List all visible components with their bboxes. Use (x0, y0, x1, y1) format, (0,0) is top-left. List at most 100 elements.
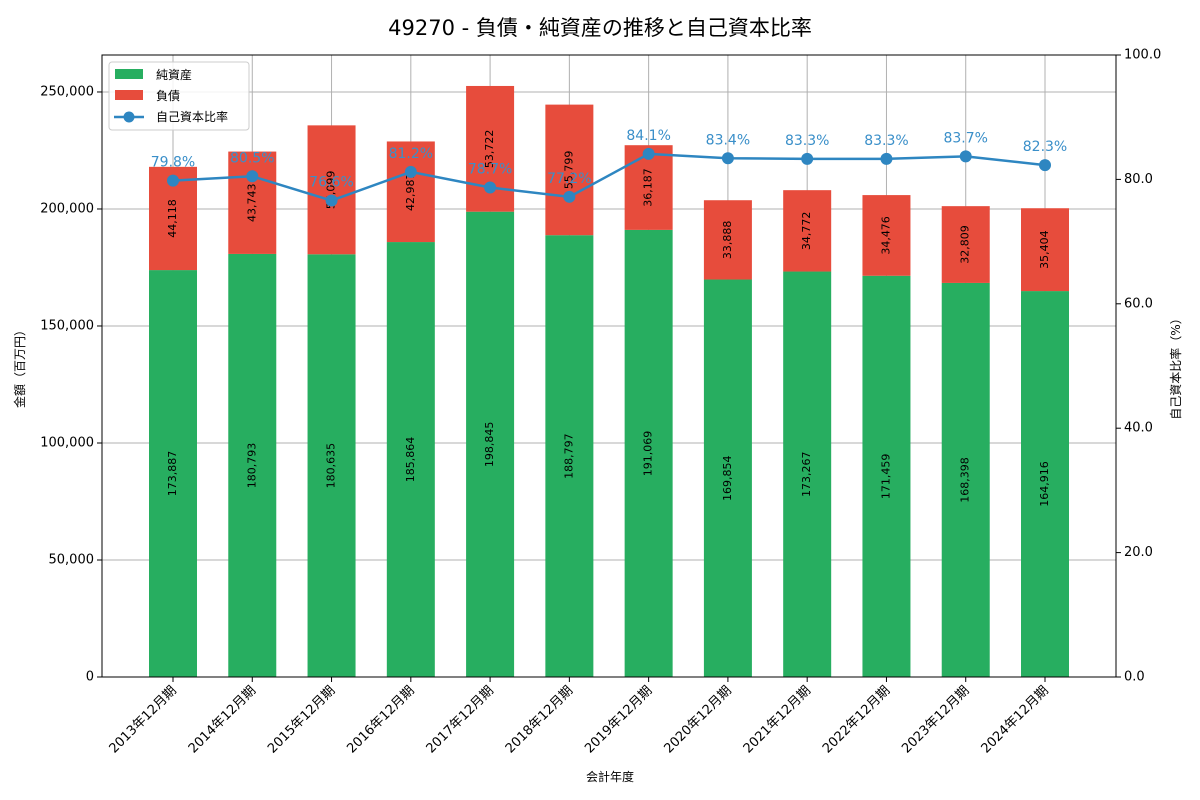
bar-value-label: 171,459 (879, 454, 892, 500)
bar-value-label: 34,772 (800, 212, 813, 251)
bar-liabilities (307, 125, 356, 255)
bar-value-label: 32,809 (959, 225, 972, 263)
x-tick-label: 2015年12月期 (265, 683, 338, 756)
bar-liabilities (862, 195, 911, 276)
ratio-marker (801, 152, 814, 165)
ratio-line (172, 152, 1046, 202)
bar-value-label: 168,398 (959, 457, 972, 503)
bar-liabilities (1021, 208, 1069, 292)
chart-title: 49270 - 負債・純資産の推移と自己資本比率 (388, 16, 812, 40)
bar-value-label: 198,845 (483, 422, 496, 468)
bar-liabilities (941, 206, 990, 283)
bar-value-label: 173,887 (166, 451, 179, 497)
legend-label: 負債 (156, 88, 180, 103)
ratio-value-label: 83.4% (706, 132, 750, 148)
legend-swatch-net-assets (115, 69, 143, 79)
bar-net-assets (228, 253, 277, 677)
y-tick-label: 50,000 (49, 552, 95, 567)
bar-liabilities (703, 200, 752, 280)
bar-liabilities (545, 104, 594, 236)
y-tick-label: 150,000 (40, 318, 94, 333)
bar-net-assets (703, 279, 752, 677)
bar-net-assets (862, 275, 911, 677)
x-tick-label: 2019年12月期 (582, 683, 655, 756)
y-tick-label: 250,000 (40, 84, 94, 99)
ratio-marker (484, 181, 497, 194)
legend-box (108, 61, 250, 131)
ratio-marker (325, 194, 338, 207)
ratio-value-label: 80.5% (230, 150, 274, 166)
bar-net-assets (783, 271, 832, 677)
bar-value-label: 173,267 (800, 452, 813, 498)
bar-net-assets (386, 242, 435, 677)
bar-value-label: 34,476 (879, 216, 892, 255)
legend-marker-ratio (123, 111, 135, 123)
x-tick-label: 2024年12月期 (979, 683, 1052, 756)
bar-value-label: 180,793 (245, 443, 258, 489)
plot-frame (101, 54, 1117, 678)
y2-axis-label: 自己資本比率（%） (1168, 312, 1183, 419)
bar-net-assets (624, 229, 673, 677)
ratio-marker (642, 147, 655, 160)
y-tick-label: 100,000 (40, 435, 94, 450)
bar-value-label: 44,118 (166, 199, 179, 238)
x-tick-label: 2023年12月期 (899, 683, 972, 756)
bar-value-label: 33,888 (721, 221, 734, 259)
ratio-line-series: 79.8% 80.5% 76.6% 81.2% 78.7% 77.2% 84.1% 83.4%… (151, 128, 1067, 207)
y2-tick-label: 80.0 (1124, 172, 1153, 187)
ratio-marker (1039, 159, 1051, 172)
ratio-value-label: 84.1% (626, 128, 670, 144)
bar-value-label: 191,069 (642, 431, 655, 477)
bar-value-label: 43,743 (245, 183, 258, 222)
legend-label: 自己資本比率 (156, 109, 228, 124)
ratio-value-label: 82.3% (1023, 139, 1067, 155)
bar-net-assets (307, 254, 356, 677)
bar-value-label: 169,854 (721, 456, 734, 502)
y-tick-label: 200,000 (40, 201, 94, 216)
y2-tick-label: 60.0 (1124, 296, 1153, 311)
bar-value-label: 42,987 (404, 173, 417, 212)
bar-value-label: 36,187 (642, 168, 655, 207)
bar-value-label: 53,722 (483, 130, 496, 169)
bar-liabilities (386, 141, 435, 243)
y2-tick-label: 100.0 (1124, 48, 1161, 63)
x-tick-label: 2021年12月期 (741, 683, 814, 756)
bar-value-label: 188,797 (562, 433, 575, 479)
x-tick-label: 2018年12月期 (503, 683, 576, 756)
bar-value-label: 164,916 (1038, 461, 1051, 507)
x-tick-label: 2014年12月期 (186, 683, 259, 756)
ratio-value-label: 83.7% (943, 130, 987, 146)
ratio-value-label: 76.6% (309, 175, 353, 191)
ratio-value-label: 79.8% (151, 155, 195, 171)
ratio-marker (167, 174, 179, 187)
bar-value-label: 185,864 (404, 437, 417, 483)
ratio-value-label: 83.3% (864, 133, 908, 149)
ratio-marker (246, 170, 259, 183)
ratio-marker (880, 152, 893, 165)
ratio-value-label: 78.7% (468, 161, 512, 177)
bar-net-assets (941, 282, 990, 677)
bar-value-label: 180,635 (325, 443, 338, 489)
x-tick-label: 2013年12月期 (107, 683, 180, 756)
x-axis-label: 会計年度 (586, 769, 634, 784)
ratio-value-label: 83.3% (785, 133, 829, 149)
bar-net-assets (466, 211, 515, 677)
ratio-marker (959, 150, 972, 163)
bar-value-label: 55,799 (562, 151, 575, 190)
y-axis-label: 金額（百万円） (12, 324, 27, 408)
x-tick-label: 2020年12月期 (661, 683, 734, 756)
x-tick-label: 2016年12月期 (344, 683, 417, 756)
ratio-value-label: 77.2% (547, 171, 591, 187)
y2-tick-label: 0.0 (1124, 670, 1145, 685)
ratio-marker (404, 165, 417, 178)
x-tick-label: 2022年12月期 (820, 683, 893, 756)
bar-value-label: 35,404 (1038, 230, 1051, 269)
legend-label: 純資産 (156, 67, 192, 82)
y2-tick-label: 40.0 (1124, 421, 1153, 436)
bar-net-assets (149, 270, 197, 677)
bar-net-assets (545, 235, 594, 677)
ratio-marker (721, 152, 734, 165)
bar-net-assets (1021, 291, 1069, 677)
